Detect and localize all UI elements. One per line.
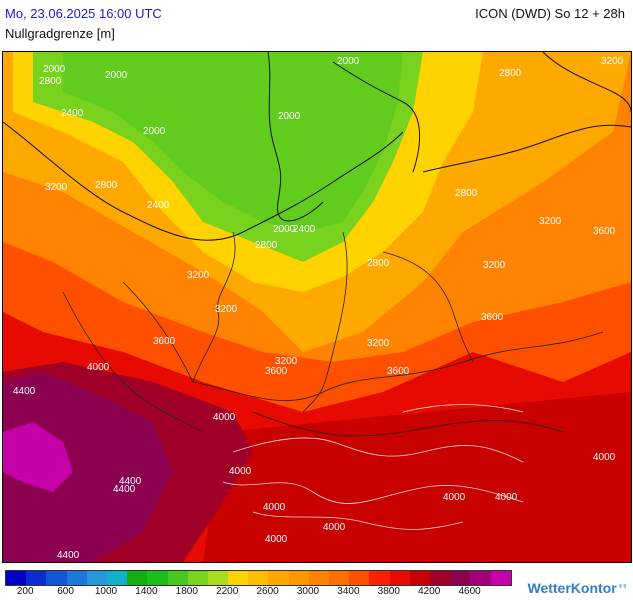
zone-4000 [203,392,631,562]
contour-label: 3600 [593,226,616,237]
legend-tick-label: 2200 [216,586,239,597]
contour-label: 3600 [153,336,176,347]
contour-label: 2400 [147,200,170,211]
contour-label: 4000 [229,466,252,477]
legend-tick-label: 4200 [418,586,441,597]
legend-swatch [308,571,329,585]
legend-swatch [369,571,390,585]
contour-label: 3200 [539,216,562,227]
contour-label: 2000 [43,64,66,75]
contour-label: 4400 [13,386,36,397]
coastlines [3,52,631,241]
header-datetime: Mo, 23.06.2025 16:00 UTC [5,6,162,21]
legend-tick-label: 200 [16,586,34,597]
legend-swatch [207,571,229,585]
contour-label: 3200 [45,182,68,193]
legend-tick-label: 1800 [175,586,198,597]
zone-4600 [3,422,73,492]
contour-label: 3200 [367,338,390,349]
wetterkontor-logo[interactable]: WetterKontor ❜❜ [527,580,627,596]
zone-2000 [63,52,403,232]
brand-name: WetterKontor [527,580,617,596]
contour-label: 2800 [39,76,62,87]
legend-swatch [409,571,430,585]
color-scale-legend [5,570,512,586]
zone-4400 [3,372,173,562]
country-borders [62,231,604,437]
contour-label: 2000 [337,56,360,67]
legend-swatch [66,571,87,585]
contour-label: 3600 [265,366,288,377]
contour-label: 3200 [187,270,210,281]
legend-swatch [6,571,27,585]
contour-labels: 2000 2000 2000 2800 2400 2000 2000 2000 … [13,56,624,561]
contour-label: 2000 [105,70,128,81]
legend-swatch [450,571,471,585]
alpine-outlines [222,404,524,530]
legend-swatch [490,571,511,585]
freezing-level-map: 2000 2000 2000 2800 2400 2000 2000 2000 … [2,51,632,563]
contour-label: 4000 [87,362,110,373]
legend-tick-label: 3400 [337,586,360,597]
wind-icon: ❜❜ [618,582,627,596]
legend-swatch [329,571,350,585]
legend-tick-label: 1000 [94,586,118,597]
contour-label: 2000 [278,111,301,122]
legend-swatch [26,571,47,585]
contour-label: 4000 [263,502,286,513]
contour-label: 2800 [95,180,118,191]
contour-label: 4400 [57,550,80,561]
legend-swatch [288,571,309,585]
legend-swatch [268,571,289,585]
contour-label: 3600 [481,312,504,323]
legend-tick-label: 4600 [458,586,481,597]
contour-label: 2000 [273,224,296,235]
legend-tick-label: 3800 [377,586,400,597]
contour-label: 2800 [455,188,478,199]
contour-label: 3200 [601,56,624,67]
legend-tick-label: 3000 [296,586,320,597]
legend-swatch [228,571,249,585]
legend-swatch [46,571,67,585]
contour-label: 2800 [367,258,390,269]
legend-swatch [349,571,370,585]
legend-swatch [187,571,208,585]
legend-swatch [106,571,128,585]
contour-label: 4000 [593,452,616,463]
legend-tick-label: 2600 [256,586,279,597]
legend-tick-label: 1400 [135,586,158,597]
legend-swatch [248,571,269,585]
legend-swatch [147,571,168,585]
legend-swatch [389,571,410,585]
legend-swatch [167,571,188,585]
legend-ticks: 200 600 1000 1400 1800 2200 2600 3000 3400 3800 42… [5,586,517,600]
legend-swatch [86,571,107,585]
contour-label: 4000 [213,412,236,423]
contour-label: 2400 [293,224,316,235]
parameter-title: Nullgradgrenze [m] [5,26,115,41]
contour-label: 3200 [483,260,506,271]
legend-swatch [127,571,148,585]
header-model-run: ICON (DWD) So 12 + 28h [475,6,625,21]
contour-label: 4000 [323,522,346,533]
contour-label: 4000 [443,492,466,503]
contour-label: 3200 [215,304,238,315]
contour-label: 2400 [61,108,84,119]
contour-label: 4400 [113,484,136,495]
legend-swatch [470,571,491,585]
contour-label: 2000 [143,126,166,137]
legend-swatch [429,571,451,585]
contour-label: 4000 [495,492,518,503]
contour-label: 3600 [387,366,410,377]
contour-label: 3200 [275,356,298,367]
legend-tick-label: 600 [57,586,74,597]
contour-label: 4000 [265,534,288,545]
contour-label: 2800 [255,240,278,251]
contour-label: 2800 [499,68,522,79]
contour-label: 4400 [119,476,142,487]
